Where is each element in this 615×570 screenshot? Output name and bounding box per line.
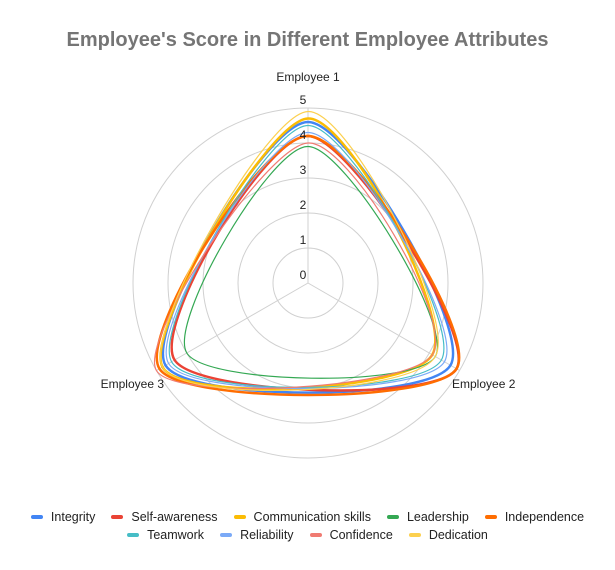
series-line-leadership[interactable] bbox=[184, 145, 438, 379]
legend-label: Reliability bbox=[240, 528, 294, 542]
series-line-communication-skills[interactable] bbox=[159, 117, 437, 390]
legend-label: Leadership bbox=[406, 510, 469, 524]
legend-label: Integrity bbox=[50, 510, 96, 524]
radial-tick-label: 2 bbox=[300, 198, 307, 212]
series-line-teamwork[interactable] bbox=[168, 124, 445, 388]
legend-swatch-icon bbox=[30, 515, 43, 519]
legend-item-communication-skills[interactable]: Communication skills bbox=[233, 510, 371, 524]
legend-item-teamwork[interactable]: Teamwork bbox=[127, 528, 204, 542]
legend-row: Teamwork Reliability Confidence Dedication bbox=[0, 526, 615, 544]
legend-swatch-icon bbox=[386, 515, 399, 519]
series-line-independence[interactable] bbox=[155, 134, 461, 397]
legend-swatch-icon bbox=[111, 515, 124, 519]
radial-tick-label: 4 bbox=[300, 128, 307, 142]
series-line-reliability[interactable] bbox=[165, 131, 448, 390]
legend-item-independence[interactable]: Independence bbox=[484, 510, 585, 524]
series-line-dedication[interactable] bbox=[160, 110, 439, 391]
radial-tick-label: 5 bbox=[300, 93, 307, 107]
legend-label: Self-awareness bbox=[131, 510, 218, 524]
legend-label: Communication skills bbox=[253, 510, 371, 524]
legend-item-reliability[interactable]: Reliability bbox=[220, 528, 294, 542]
legend-swatch-icon bbox=[484, 515, 497, 519]
legend-item-dedication[interactable]: Dedication bbox=[408, 528, 488, 542]
legend-swatch-icon bbox=[309, 533, 322, 537]
legend: Integrity Self-awareness Communication ski… bbox=[0, 508, 615, 544]
legend-label: Dedication bbox=[428, 528, 488, 542]
legend-swatch-icon bbox=[233, 515, 246, 519]
legend-label: Independence bbox=[504, 510, 585, 524]
legend-label: Confidence bbox=[329, 528, 393, 542]
axis-label-employee-3: Employee 3 bbox=[101, 377, 165, 391]
legend-item-leadership[interactable]: Leadership bbox=[386, 510, 469, 524]
radial-tick-label: 0 bbox=[300, 268, 307, 282]
legend-swatch-icon bbox=[408, 533, 421, 537]
axis-spoke bbox=[156, 282, 309, 371]
legend-label: Teamwork bbox=[147, 528, 205, 542]
legend-item-self-awareness[interactable]: Self-awareness bbox=[111, 510, 218, 524]
radar-chart: 0 1 2 3 4 5 Employee 1 Employee 2 Employee 3 bbox=[101, 70, 516, 459]
series-line-confidence[interactable] bbox=[154, 142, 436, 390]
radial-tick-label: 1 bbox=[300, 233, 307, 247]
legend-swatch-icon bbox=[127, 533, 140, 537]
legend-swatch-icon bbox=[220, 533, 233, 537]
axis-spoke bbox=[307, 282, 460, 371]
chart-title: Employee's Score in Different Employee A… bbox=[66, 29, 549, 51]
legend-item-integrity[interactable]: Integrity bbox=[30, 510, 96, 524]
axis-label-employee-1: Employee 1 bbox=[276, 70, 340, 84]
legend-item-confidence[interactable]: Confidence bbox=[309, 528, 393, 542]
radial-tick-label: 3 bbox=[300, 163, 307, 177]
legend-row: Integrity Self-awareness Communication ski… bbox=[0, 508, 615, 526]
axis-label-employee-2: Employee 2 bbox=[452, 377, 516, 391]
